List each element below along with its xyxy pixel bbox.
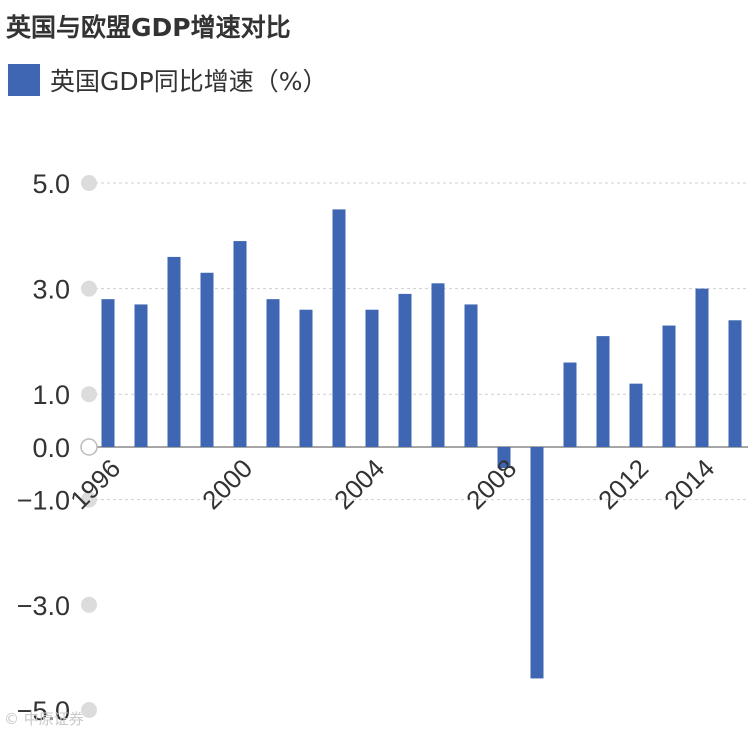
bar	[299, 309, 313, 447]
x-tick-label: 1996	[64, 453, 126, 515]
y-tick-dot	[81, 702, 97, 718]
chart-title: 英国与欧盟GDP增速对比	[6, 13, 291, 42]
bar	[101, 299, 115, 447]
bar	[464, 304, 478, 447]
bar	[563, 362, 577, 447]
y-tick-label: 0.0	[32, 433, 70, 463]
bar	[431, 283, 445, 447]
bar	[662, 325, 676, 447]
bar	[497, 447, 511, 469]
bar	[200, 272, 214, 447]
watermark: © 中原证券	[4, 710, 84, 728]
x-tick-label: 2008	[460, 453, 522, 515]
y-tick-label: 1.0	[32, 380, 70, 410]
bar	[596, 336, 610, 447]
y-tick-dot	[81, 386, 97, 403]
bar	[728, 320, 742, 447]
y-tick-label: 3.0	[32, 275, 70, 305]
y-tick-dot	[81, 596, 97, 613]
bar	[365, 309, 379, 447]
bar	[134, 304, 148, 447]
x-tick-label: 2004	[328, 453, 390, 515]
bar	[530, 447, 544, 679]
legend-label: 英国GDP同比增速（%）	[50, 67, 328, 96]
bar	[167, 256, 181, 447]
bar	[332, 209, 346, 447]
legend-swatch	[8, 64, 40, 96]
x-tick-label: 2014	[658, 453, 720, 515]
y-tick-dot	[81, 280, 97, 297]
bar	[233, 241, 247, 447]
x-tick-label: 2012	[592, 453, 654, 515]
bar	[398, 293, 412, 447]
bar	[695, 288, 709, 447]
y-tick-label: −1.0	[17, 486, 70, 516]
y-tick-dot	[81, 491, 97, 508]
x-tick-label: 2000	[196, 453, 258, 515]
y-tick-label: −3.0	[17, 591, 70, 621]
legend: 英国GDP同比增速（%）	[8, 62, 327, 98]
bar	[266, 299, 280, 447]
y-tick-label: −5.0	[17, 696, 70, 726]
y-tick-dot	[80, 438, 98, 456]
y-tick-dot	[81, 175, 97, 191]
y-tick-label: 5.0	[32, 169, 70, 199]
bar	[629, 383, 643, 447]
